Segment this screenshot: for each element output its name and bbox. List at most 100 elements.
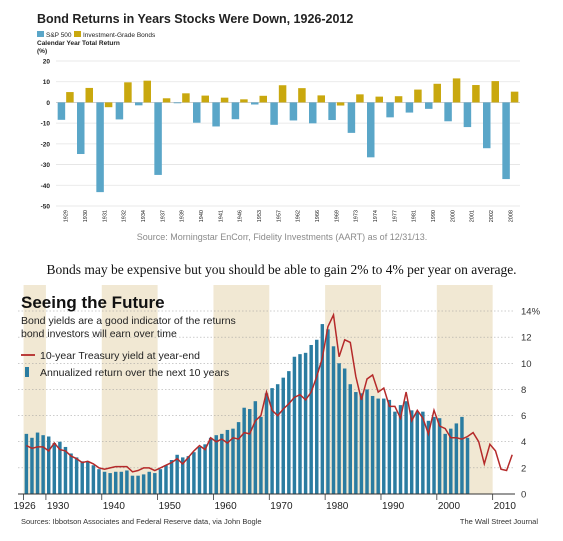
return-bar <box>387 399 392 494</box>
return-bar <box>437 418 442 494</box>
top-y-tick-label: 20 <box>43 59 51 66</box>
bond-bar <box>298 88 306 103</box>
top-x-tick-label: 1946 <box>238 210 244 222</box>
top-x-tick-label: 1962 <box>296 210 302 222</box>
top-x-tick-label: 1929 <box>64 210 70 222</box>
bond-bar <box>240 99 248 103</box>
bond-bar <box>336 102 345 106</box>
return-bar <box>426 420 431 494</box>
top-x-tick-label: 1941 <box>218 210 224 222</box>
bond-bar <box>452 78 461 103</box>
return-bar <box>454 423 459 494</box>
top-x-tick-label: 1931 <box>102 210 108 222</box>
sp500-bar <box>96 102 104 193</box>
bottom-y-tick-label: 4 <box>521 437 526 448</box>
return-bar <box>35 432 40 494</box>
return-bar <box>153 473 157 494</box>
return-bar <box>175 454 179 494</box>
return-bar <box>113 471 118 494</box>
top-x-tick-label: 2001 <box>470 210 476 222</box>
return-bar <box>348 384 352 494</box>
bond-bar <box>143 80 151 103</box>
return-bar <box>130 475 135 494</box>
return-bar <box>52 443 57 494</box>
return-bar <box>376 398 380 494</box>
return-bar <box>181 457 185 494</box>
bond-bar <box>510 91 519 103</box>
bond-bar <box>104 102 113 108</box>
top-x-tick-label: 1974 <box>373 210 379 222</box>
top-y-tick-label: 0 <box>46 100 50 107</box>
bond-bar <box>66 92 74 103</box>
bond-bar <box>317 95 325 103</box>
return-bar <box>225 429 230 494</box>
bottom-chart-subtitle-line1: Bond yields are a good indicator of the … <box>21 315 236 327</box>
return-bar <box>197 446 202 494</box>
top-x-tick-label: 1934 <box>141 210 147 222</box>
return-bar <box>421 411 425 494</box>
return-bar <box>231 428 235 494</box>
return-bar <box>80 461 84 494</box>
return-bar <box>382 398 386 494</box>
return-bar <box>370 395 375 494</box>
bottom-y-tick-label: 10 <box>521 359 532 370</box>
return-bar <box>298 354 302 494</box>
return-bar <box>275 384 280 494</box>
return-bar <box>242 407 246 494</box>
return-bar <box>147 471 151 494</box>
sp500-bar <box>57 102 66 120</box>
return-bar <box>86 461 90 494</box>
return-bar <box>443 433 447 494</box>
bottom-y-tick-label: 8 <box>521 385 526 396</box>
top-y-tick-label: -20 <box>41 141 51 148</box>
bottom-x-tick-label: 1940 <box>103 501 126 512</box>
bond-bar <box>201 95 209 103</box>
return-bar <box>415 411 420 494</box>
return-bar <box>169 460 174 494</box>
return-bar <box>208 437 213 494</box>
bottom-y-tick-label: 14% <box>521 307 541 318</box>
legend-swatch-sp500 <box>37 31 44 37</box>
return-bar <box>69 453 73 494</box>
bond-bar <box>182 93 190 103</box>
sp500-bar <box>502 102 510 180</box>
return-bar <box>281 377 285 494</box>
return-bar <box>192 452 196 494</box>
return-bar <box>125 470 129 494</box>
top-x-tick-label: 1990 <box>431 210 437 222</box>
return-bar <box>331 346 336 494</box>
bottom-x-tick-label: 1990 <box>382 501 405 512</box>
bottom-x-tick-label: 1980 <box>326 501 349 512</box>
bond-bar <box>220 97 229 103</box>
return-bar <box>102 471 107 494</box>
sp500-bar <box>212 102 220 127</box>
return-bar <box>309 344 313 494</box>
legend-swatch-bonds <box>74 31 81 37</box>
return-bar <box>449 428 453 494</box>
top-chart-grid <box>56 60 520 207</box>
top-x-tick-label: 1957 <box>276 210 282 222</box>
bond-bar <box>259 95 267 103</box>
legend-label-sp500: S&P 500 <box>46 32 72 39</box>
bottom-x-tick-label: 1930 <box>47 501 70 512</box>
sp500-bar <box>115 102 124 120</box>
sp500-bar <box>289 102 298 121</box>
bond-bar <box>356 94 364 103</box>
top-y-tick-label: -10 <box>41 121 51 128</box>
return-bar <box>287 371 291 494</box>
top-y-tick-label: 10 <box>43 79 51 86</box>
top-chart-ylabel-line2: (%) <box>37 48 47 55</box>
caption: Bonds may be expensive but you should be… <box>46 262 517 277</box>
bottom-y-tick-label: 2 <box>521 463 526 474</box>
sp500-bar <box>154 102 162 175</box>
bond-bar <box>414 89 422 103</box>
return-bar <box>186 456 191 494</box>
sp500-bar <box>463 102 472 128</box>
top-chart-bars <box>57 78 519 193</box>
bond-bar <box>472 85 480 103</box>
legend-label-treasury: 10-year Treasury yield at year-end <box>40 350 200 362</box>
return-bar <box>24 433 29 494</box>
sp500-bar <box>483 102 491 149</box>
legend-label-return: Annualized return over the next 10 years <box>40 367 229 379</box>
sp500-bar <box>347 102 356 133</box>
